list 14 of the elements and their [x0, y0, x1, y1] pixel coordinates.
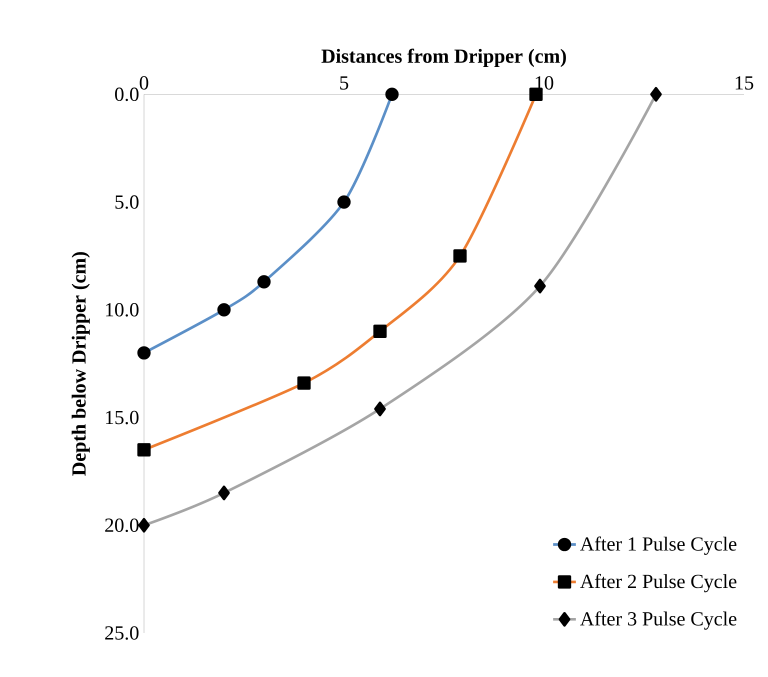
- y-tick-label: 20.0: [105, 518, 139, 532]
- y-tick-label: 0.0: [115, 88, 139, 102]
- legend-label: After 3 Pulse Cycle: [580, 611, 736, 630]
- x-axis-title: Distances from Dripper (cm): [322, 48, 566, 67]
- y-tick-label: 10.0: [106, 303, 139, 317]
- legend-label: After 2 Pulse Cycle: [580, 574, 736, 592]
- y-tick-label: 5.0: [115, 195, 139, 209]
- y-tick-label: 15.0: [106, 410, 139, 424]
- y-axis-title: Depth below Dripper (cm): [72, 252, 90, 476]
- x-tick-label: 15: [736, 76, 754, 90]
- x-tick-label: 0: [140, 76, 148, 90]
- x-tick-label: 5: [340, 76, 348, 90]
- legend-label: After 1 Pulse Cycle: [580, 536, 736, 555]
- y-tick-label: 25.0: [105, 626, 139, 640]
